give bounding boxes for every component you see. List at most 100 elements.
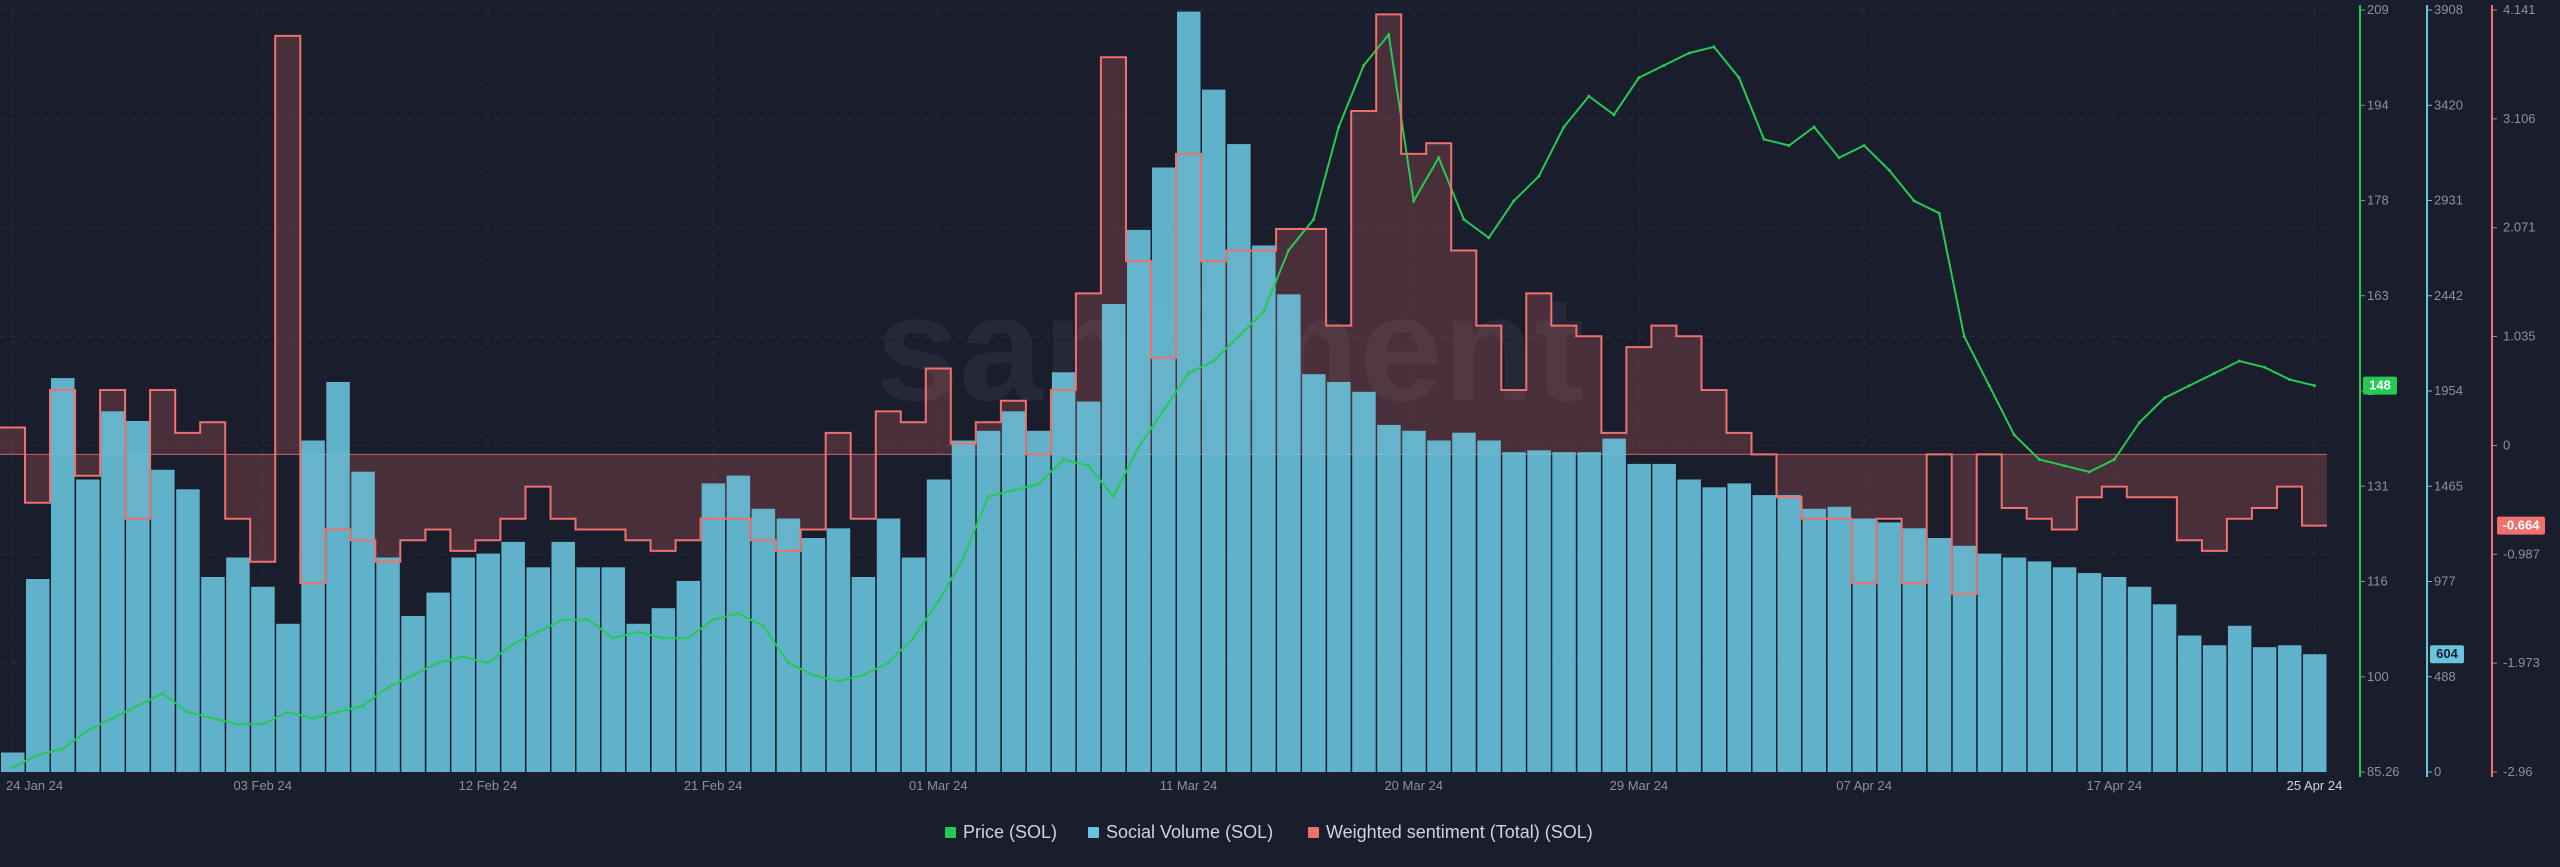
- social-volume-bar: [2252, 647, 2277, 772]
- social-volume-bar: [1927, 538, 1952, 772]
- axes: 24 Jan 24 03 Feb 24 12 Feb 24 21 Feb 24 01 M…: [6, 2, 2545, 793]
- price-point: [411, 673, 415, 677]
- social-volume-bar: [1177, 11, 1201, 773]
- price-point: [1337, 125, 1341, 129]
- price-point: [61, 747, 65, 751]
- social-volume-bar: [2152, 604, 2177, 772]
- social-volume-bar: [1452, 432, 1476, 772]
- social-tick-label: 3420: [2434, 97, 2463, 112]
- price-point: [2187, 384, 2191, 388]
- social-volume-bar: [676, 580, 701, 772]
- sentiment-area: [0, 14, 2327, 594]
- price-point: [36, 753, 39, 757]
- price-point: [1212, 359, 1215, 363]
- price-point: [336, 710, 340, 714]
- social-volume-bar: [1802, 508, 1826, 772]
- price-point: [136, 704, 140, 708]
- sentiment-line: [0, 13, 2327, 595]
- sentiment-tick-label: 1.035: [2503, 329, 2536, 344]
- price-point: [511, 642, 515, 646]
- price-point: [1112, 495, 1115, 498]
- social-volume-bar: [1101, 304, 1126, 772]
- social-volume-bar: [76, 479, 100, 772]
- social-volume-bar: [126, 421, 150, 772]
- social-volume-bar: [1026, 430, 1051, 772]
- price-point: [1312, 217, 1316, 221]
- social-volume-bar: [1977, 553, 2002, 772]
- social-tick-label: 488: [2434, 669, 2456, 684]
- social-volume-bar: [2002, 557, 2027, 772]
- price-point: [1662, 63, 1666, 67]
- social-volume-bar: [1627, 463, 1651, 772]
- price-point: [1887, 168, 1891, 172]
- social-volume-bar: [1602, 438, 1626, 772]
- social-volume-bar: [801, 538, 826, 772]
- sentiment-tick-label: -0.987: [2503, 546, 2540, 561]
- price-point: [911, 636, 915, 640]
- price-point: [1061, 458, 1065, 461]
- social-volume-bar: [2027, 561, 2052, 772]
- social-volume-bar: [651, 608, 676, 772]
- social-volume-bar: [1377, 424, 1401, 772]
- price-point: [2012, 433, 2016, 437]
- price-point: [1437, 156, 1441, 160]
- social-volume-bar: [1677, 479, 1701, 772]
- legend: Price (SOL) Social Volume (SOL) Weighted s…: [945, 822, 1593, 842]
- social-volume-bar: [1902, 528, 1927, 772]
- social-volume-bar: [151, 469, 175, 772]
- price-point: [11, 765, 14, 769]
- price-point: [486, 661, 490, 665]
- price-point: [1962, 334, 1966, 338]
- sentiment-current-badge: [2497, 516, 2545, 535]
- social-volume-bar: [901, 557, 926, 772]
- price-point: [1187, 371, 1190, 375]
- price-point: [1612, 113, 1616, 117]
- social-volume-bar: [1577, 452, 1601, 772]
- price-point: [886, 661, 890, 665]
- sentiment-tick-label: 4.141: [2503, 2, 2536, 17]
- social-volume-bar: [1427, 440, 1451, 772]
- price-point: [1162, 408, 1165, 412]
- social-volume-bar: [1127, 229, 1151, 772]
- price-point: [1937, 211, 1941, 215]
- social-volume-bar: [1202, 89, 1226, 773]
- social-volume-bar: [176, 489, 200, 772]
- social-volume-bar: [101, 411, 125, 772]
- social-volume-bar: [451, 557, 475, 772]
- social-volume-bar: [926, 479, 951, 772]
- social-volume-bar: [876, 518, 901, 772]
- price-point: [536, 630, 540, 634]
- price-point: [1912, 199, 1916, 203]
- price-point: [861, 673, 865, 677]
- social-volume-bar: [276, 623, 300, 772]
- social-volume-bar: [1652, 463, 1676, 772]
- price-point: [2237, 359, 2241, 363]
- sentiment-tick-label: 3.106: [2503, 111, 2536, 126]
- social-volume-bar: [1827, 506, 1852, 772]
- legend-swatch: [945, 827, 956, 838]
- legend-label: Weighted sentiment (Total) (SOL): [1326, 822, 1593, 842]
- price-point: [1387, 33, 1391, 37]
- social-volume-bar: [1277, 294, 1301, 772]
- x-tick-label: 03 Feb 24: [233, 778, 292, 793]
- price-point: [461, 655, 465, 659]
- social-volume-bar: [1502, 452, 1526, 772]
- price-point: [711, 618, 715, 622]
- social-volume-bar: [1552, 452, 1576, 772]
- social-volume-bar: [301, 440, 325, 772]
- social-volume-bar: [1527, 450, 1551, 772]
- price-tick-label: 178: [2367, 193, 2389, 208]
- social-volume-bar: [1702, 487, 1726, 772]
- price-point: [1712, 45, 1716, 49]
- social-volume-bar: [1752, 495, 1776, 772]
- price-point: [736, 612, 740, 615]
- price-point: [1086, 464, 1090, 468]
- social-volume-bar: [726, 475, 751, 772]
- price-point: [1036, 482, 1040, 486]
- price-point: [436, 661, 440, 665]
- price-point: [1462, 217, 1466, 221]
- price-point: [586, 618, 590, 622]
- price-point: [1137, 445, 1140, 449]
- price-point: [2288, 378, 2291, 381]
